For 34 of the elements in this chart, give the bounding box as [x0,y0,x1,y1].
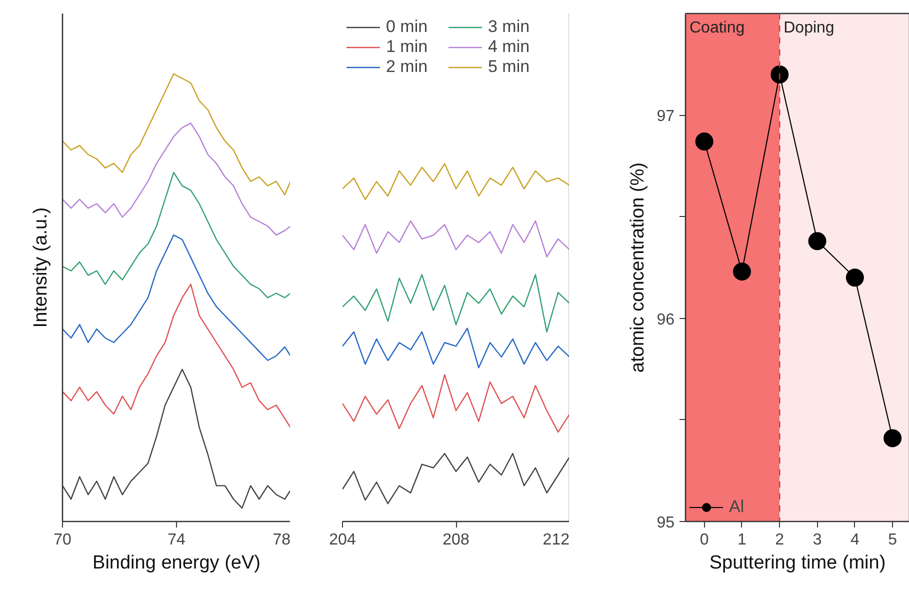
band-label: Doping [784,20,834,36]
y-axis-title: Intensity (a.u.) [30,207,52,328]
point [695,132,714,150]
legend-label: 0 min [386,17,429,37]
legend-label: Al [729,497,746,517]
x-tick-label: 74 [168,532,186,548]
point [808,232,826,250]
legend-label: 3 min [488,17,531,37]
y-tick-label: 96 [656,311,675,328]
point [884,429,902,448]
x-tick-label: 212 [542,532,570,548]
x-axis-title: Sputtering time (min) [709,552,886,574]
point [846,268,864,287]
x-tick-label: 1 [738,532,747,548]
legend-label: 5 min [488,57,531,77]
legend-label: 2 min [386,57,429,77]
y-axis-title: atomic concentration (%) [628,162,649,373]
y-tick-label: 95 [656,514,675,532]
x-tick-label: 208 [442,532,470,548]
band-label: Coating [690,20,745,36]
x-tick-label: 0 [700,532,709,548]
x-tick-label: 70 [54,532,72,548]
x-tick-label: 5 [888,532,898,548]
point [732,262,751,281]
x-axis-title: Binding energy (eV) [92,552,260,574]
x-tick-label: 4 [850,532,860,548]
y-tick-label: 97 [656,108,675,126]
point [770,65,789,84]
x-tick-label: 204 [329,532,356,548]
x-tick-label: 3 [812,532,822,548]
legend-label: 1 min [386,37,429,57]
x-tick-label: 2 [775,532,784,548]
legend-label: 4 min [488,37,531,57]
x-tick-label: 78 [272,532,291,548]
